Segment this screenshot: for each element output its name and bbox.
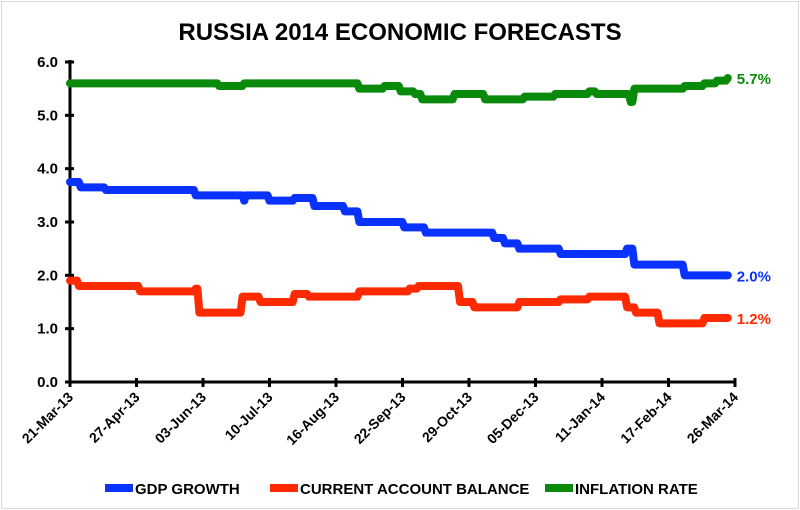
x-tick-label: 21-Mar-13 xyxy=(19,389,77,447)
x-tick-label: 05-Dec-13 xyxy=(484,389,542,447)
x-tick-label: 10-Jul-13 xyxy=(221,389,275,443)
y-tick-label: 3.0 xyxy=(37,214,58,231)
x-tick-label: 22-Sep-13 xyxy=(351,389,409,447)
legend: GDP GROWTH CURRENT ACCOUNT BALANCE INFLATI… xyxy=(105,481,698,498)
x-tick-label: 03-Jun-13 xyxy=(152,389,210,447)
chart-title: RUSSIA 2014 ECONOMIC FORECASTS xyxy=(178,19,621,46)
y-tick-label: 1.0 xyxy=(37,321,58,338)
y-tick-label: 4.0 xyxy=(37,161,58,178)
series-line-gdp-growth xyxy=(66,178,732,280)
series-line-inflation-rate xyxy=(66,74,732,106)
x-tick-label: 16-Aug-13 xyxy=(283,389,342,448)
x-tick-label: 11-Jan-14 xyxy=(552,389,609,446)
legend-label: CURRENT ACCOUNT BALANCE xyxy=(300,481,529,498)
end-value-label: 5.7% xyxy=(737,71,771,88)
series-line-current-account-balance xyxy=(66,276,732,328)
x-tick-label: 27-Apr-13 xyxy=(86,389,143,446)
x-tick-label: 29-Oct-13 xyxy=(419,389,476,446)
y-tick-label: 6.0 xyxy=(37,54,58,71)
series-lines: 2.0% 1.2% 5.7% xyxy=(66,71,771,328)
end-value-label: 1.2% xyxy=(737,311,771,328)
y-tick-label: 5.0 xyxy=(37,107,58,124)
x-tick-label: 26-Mar-14 xyxy=(684,389,742,447)
legend-label: GDP GROWTH xyxy=(135,481,240,498)
y-tick-label: 2.0 xyxy=(37,267,58,284)
end-value-label: 2.0% xyxy=(737,268,771,285)
y-tick-label: 0.0 xyxy=(37,374,58,391)
x-tick-label: 17-Feb-14 xyxy=(617,389,675,447)
legend-label: INFLATION RATE xyxy=(575,481,698,498)
